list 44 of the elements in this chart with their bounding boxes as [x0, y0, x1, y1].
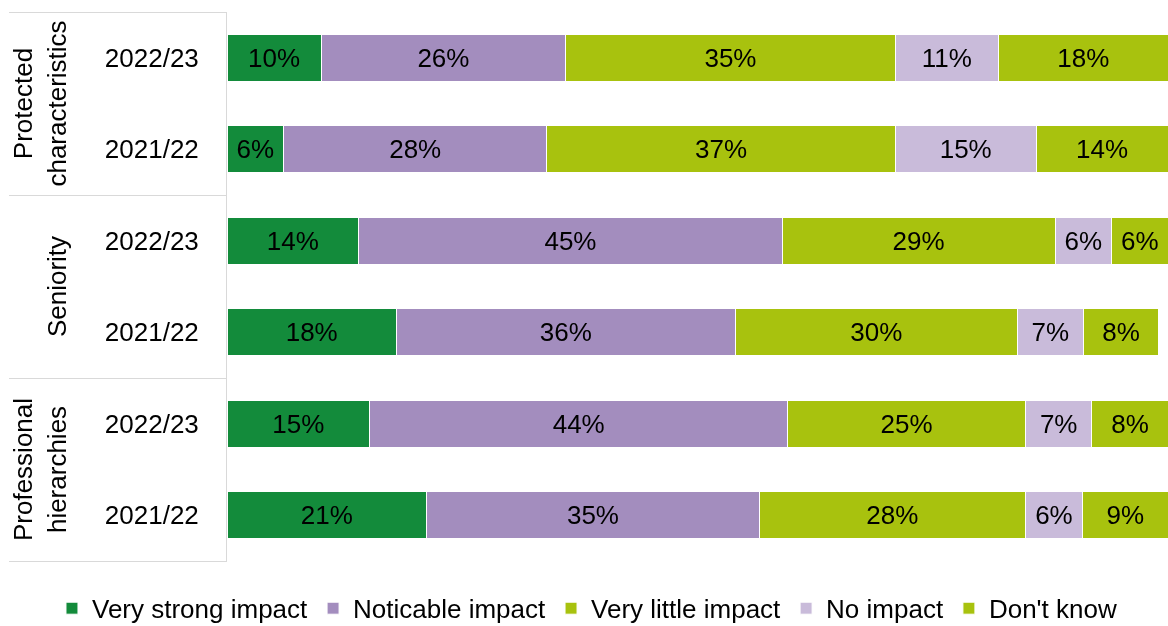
legend-label: Noticable impact	[353, 594, 547, 625]
y-tick-label: 2021/22	[104, 317, 199, 348]
data-label: 18%	[285, 317, 338, 348]
legend-label: Very little impact	[591, 594, 782, 625]
data-label: 11%	[921, 42, 972, 73]
data-label: 35%	[566, 500, 619, 531]
data-label: 37%	[695, 134, 748, 165]
data-label: 10%	[248, 42, 301, 73]
y-tick-label: 2022/23	[104, 408, 199, 439]
data-label: 28%	[866, 500, 919, 531]
y-axis-title: Seniority	[42, 235, 73, 338]
data-label: 7%	[1039, 408, 1078, 439]
data-label: 14%	[1076, 134, 1129, 165]
data-label: 18%	[1057, 42, 1110, 73]
data-label: 45%	[544, 225, 597, 256]
data-label: 14%	[266, 225, 319, 256]
y-tick-label: 2022/23	[104, 42, 199, 73]
data-label: 35%	[704, 42, 757, 73]
legend-label: Very strong impact	[91, 594, 309, 625]
legend-label: No impact	[826, 594, 944, 625]
data-label: 26%	[417, 42, 470, 73]
data-label: 21%	[300, 500, 353, 531]
data-label: 6%	[1064, 225, 1103, 256]
data-label: 28%	[389, 134, 442, 165]
data-label: 8%	[1102, 317, 1140, 348]
y-axis-title: Protected characteristics	[8, 20, 73, 187]
data-label: 25%	[880, 408, 933, 439]
data-label: 30%	[850, 317, 903, 348]
data-label: 29%	[892, 225, 945, 256]
data-label: 6%	[1120, 225, 1159, 256]
data-label: 15%	[939, 134, 992, 165]
y-axis-title: Professional hierarchies	[8, 397, 73, 542]
data-label: 9%	[1106, 500, 1145, 531]
data-label: 8%	[1111, 408, 1149, 439]
data-label: 15%	[272, 408, 325, 439]
data-label: 6%	[236, 134, 275, 165]
legend-label: Don't know	[988, 594, 1117, 625]
data-label: 44%	[552, 408, 605, 439]
data-label: 36%	[539, 317, 592, 348]
y-tick-label: 2021/22	[104, 500, 199, 531]
data-label: 6%	[1035, 500, 1073, 531]
data-label: 7%	[1031, 317, 1070, 348]
y-tick-label: 2021/22	[104, 134, 199, 165]
y-tick-label: 2022/23	[104, 225, 199, 256]
